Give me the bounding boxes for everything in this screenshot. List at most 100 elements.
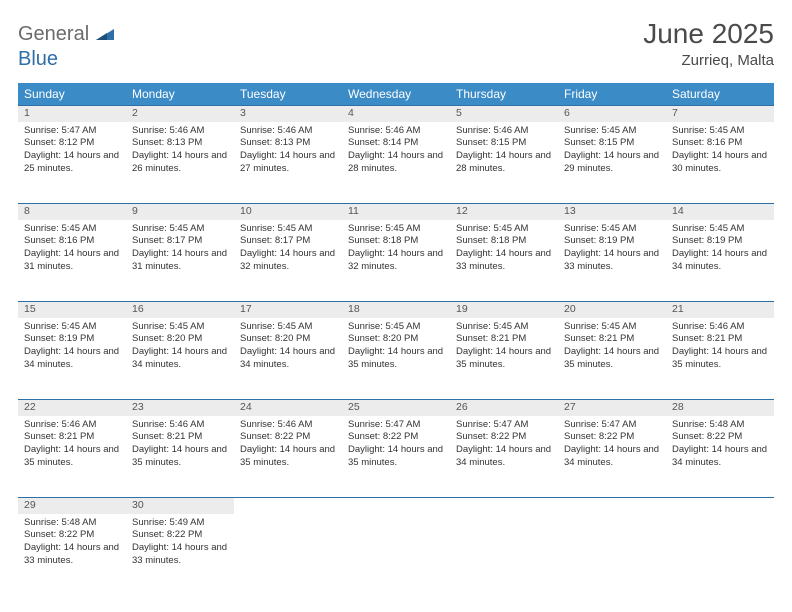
day-number: 1 [24, 107, 30, 119]
sunset-value: 8:13 PM [275, 137, 310, 148]
logo-part2: Blue [18, 49, 114, 69]
sunrise-label: Sunrise: [24, 517, 62, 528]
daylight-line: Daylight: 14 hours and 32 minutes. [348, 248, 444, 274]
sunset-value: 8:20 PM [167, 333, 202, 344]
sunset-line: Sunset: 8:22 PM [456, 431, 552, 444]
sunset-line: Sunset: 8:13 PM [240, 137, 336, 150]
daylight-label: Daylight: [24, 444, 64, 455]
sunrise-label: Sunrise: [564, 321, 602, 332]
daylight-label: Daylight: [24, 150, 64, 161]
day-number: 5 [456, 107, 462, 119]
sunset-line: Sunset: 8:21 PM [24, 431, 120, 444]
day-number-cell [234, 498, 342, 514]
sunset-value: 8:21 PM [491, 333, 526, 344]
sunrise-line: Sunrise: 5:45 AM [564, 321, 660, 334]
sunset-value: 8:19 PM [707, 235, 742, 246]
sunrise-label: Sunrise: [240, 223, 278, 234]
calendar-table: Sunday Monday Tuesday Wednesday Thursday… [18, 83, 774, 596]
sunset-label: Sunset: [240, 235, 275, 246]
sunset-value: 8:14 PM [383, 137, 418, 148]
daylight-line: Daylight: 14 hours and 29 minutes. [564, 150, 660, 176]
daylight-line: Daylight: 14 hours and 34 minutes. [132, 346, 228, 372]
day-number: 10 [240, 205, 252, 217]
sunset-value: 8:22 PM [707, 431, 742, 442]
sunrise-value: 5:46 AM [278, 419, 313, 430]
sunset-value: 8:12 PM [59, 137, 94, 148]
day-cell: Sunrise: 5:48 AMSunset: 8:22 PMDaylight:… [666, 416, 774, 498]
daylight-line: Daylight: 14 hours and 33 minutes. [24, 542, 120, 568]
day-content-row: Sunrise: 5:45 AMSunset: 8:19 PMDaylight:… [18, 318, 774, 400]
sunrise-label: Sunrise: [564, 223, 602, 234]
daylight-label: Daylight: [24, 248, 64, 259]
daylight-label: Daylight: [348, 346, 388, 357]
daylight-line: Daylight: 14 hours and 35 minutes. [348, 444, 444, 470]
day-number: 9 [132, 205, 138, 217]
sunrise-value: 5:45 AM [278, 223, 313, 234]
sunrise-label: Sunrise: [132, 517, 170, 528]
sunrise-label: Sunrise: [564, 125, 602, 136]
day-number-cell [342, 498, 450, 514]
day-cell: Sunrise: 5:46 AMSunset: 8:21 PMDaylight:… [126, 416, 234, 498]
daylight-line: Daylight: 14 hours and 31 minutes. [132, 248, 228, 274]
day-cell: Sunrise: 5:45 AMSunset: 8:20 PMDaylight:… [126, 318, 234, 400]
sunrise-line: Sunrise: 5:45 AM [456, 321, 552, 334]
daylight-label: Daylight: [564, 444, 604, 455]
daylight-line: Daylight: 14 hours and 35 minutes. [456, 346, 552, 372]
day-number-cell: 30 [126, 498, 234, 514]
day-number: 17 [240, 303, 252, 315]
day-cell: Sunrise: 5:45 AMSunset: 8:21 PMDaylight:… [450, 318, 558, 400]
daylight-line: Daylight: 14 hours and 26 minutes. [132, 150, 228, 176]
daylight-label: Daylight: [564, 150, 604, 161]
day-cell: Sunrise: 5:45 AMSunset: 8:18 PMDaylight:… [450, 220, 558, 302]
sunset-value: 8:22 PM [59, 529, 94, 540]
day-number-row: 1234567 [18, 106, 774, 122]
daylight-line: Daylight: 14 hours and 28 minutes. [456, 150, 552, 176]
daylight-line: Daylight: 14 hours and 35 minutes. [672, 346, 768, 372]
day-number: 29 [24, 499, 36, 511]
day-number-cell: 29 [18, 498, 126, 514]
sunrise-value: 5:45 AM [278, 321, 313, 332]
sunrise-value: 5:46 AM [170, 419, 205, 430]
sunset-value: 8:13 PM [167, 137, 202, 148]
day-number: 19 [456, 303, 468, 315]
day-number-cell: 13 [558, 204, 666, 220]
day-number-cell: 12 [450, 204, 558, 220]
day-number: 8 [24, 205, 30, 217]
sunset-label: Sunset: [24, 137, 59, 148]
day-cell: Sunrise: 5:48 AMSunset: 8:22 PMDaylight:… [18, 514, 126, 596]
sunrise-value: 5:45 AM [62, 321, 97, 332]
day-number-cell [666, 498, 774, 514]
sunrise-line: Sunrise: 5:46 AM [456, 125, 552, 138]
day-number-row: 22232425262728 [18, 400, 774, 416]
day-content-row: Sunrise: 5:46 AMSunset: 8:21 PMDaylight:… [18, 416, 774, 498]
sunset-label: Sunset: [24, 431, 59, 442]
calendar-body: 1234567Sunrise: 5:47 AMSunset: 8:12 PMDa… [18, 106, 774, 596]
day-number-cell [558, 498, 666, 514]
day-cell [450, 514, 558, 596]
sunset-value: 8:21 PM [707, 333, 742, 344]
day-number-cell: 24 [234, 400, 342, 416]
sunset-line: Sunset: 8:19 PM [24, 333, 120, 346]
sunset-value: 8:21 PM [167, 431, 202, 442]
sunset-label: Sunset: [132, 235, 167, 246]
sunset-label: Sunset: [24, 235, 59, 246]
daylight-line: Daylight: 14 hours and 35 minutes. [348, 346, 444, 372]
sunset-line: Sunset: 8:14 PM [348, 137, 444, 150]
sunrise-line: Sunrise: 5:45 AM [132, 321, 228, 334]
sunset-label: Sunset: [240, 431, 275, 442]
day-number: 30 [132, 499, 144, 511]
daylight-label: Daylight: [564, 248, 604, 259]
daylight-label: Daylight: [240, 444, 280, 455]
sunset-line: Sunset: 8:22 PM [132, 529, 228, 542]
sunrise-line: Sunrise: 5:46 AM [24, 419, 120, 432]
day-number: 13 [564, 205, 576, 217]
sunset-label: Sunset: [132, 137, 167, 148]
sunrise-value: 5:45 AM [602, 223, 637, 234]
sunrise-label: Sunrise: [132, 321, 170, 332]
sunrise-value: 5:45 AM [386, 321, 421, 332]
weekday-header: Saturday [666, 83, 774, 106]
weekday-header-row: Sunday Monday Tuesday Wednesday Thursday… [18, 83, 774, 106]
day-number-cell: 5 [450, 106, 558, 122]
daylight-label: Daylight: [132, 248, 172, 259]
daylight-line: Daylight: 14 hours and 35 minutes. [132, 444, 228, 470]
